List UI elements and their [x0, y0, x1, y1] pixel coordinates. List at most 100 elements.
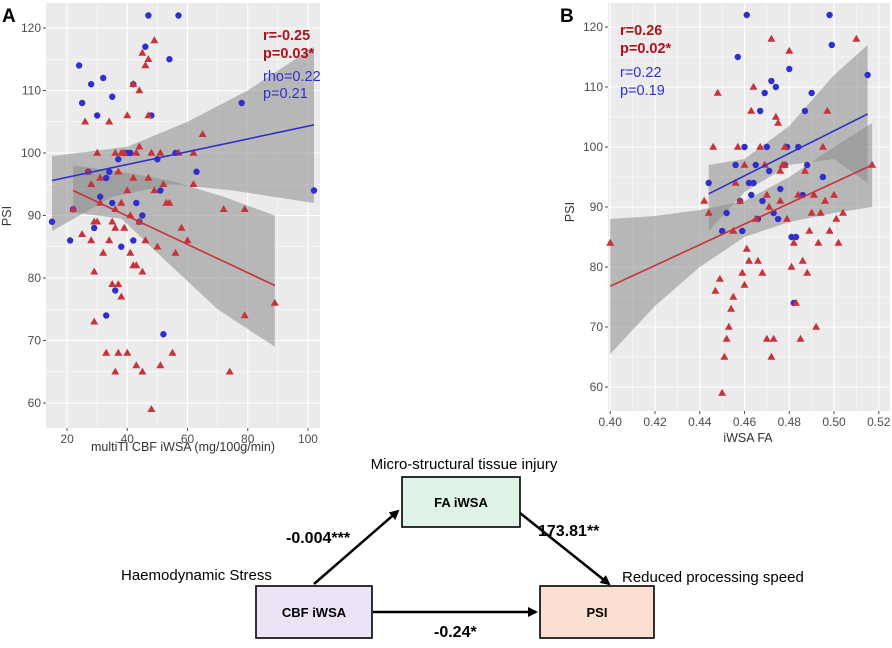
red-point: [114, 280, 123, 287]
red-point: [114, 167, 123, 175]
blue-point: [133, 199, 140, 207]
red-point: [147, 148, 156, 156]
blue-point: [761, 89, 768, 97]
red-point: [270, 298, 279, 306]
red-fit-line: [72, 189, 276, 287]
red-point: [700, 196, 709, 204]
arrow-fa-to-psi: [519, 512, 611, 586]
blue-point: [741, 143, 748, 151]
red-point: [120, 223, 129, 231]
blue-point: [743, 11, 750, 19]
red-point: [852, 34, 861, 42]
red-point: [138, 48, 147, 56]
red-point: [93, 148, 102, 156]
blue-point: [739, 227, 746, 235]
blue-point: [96, 193, 104, 200]
red-point: [129, 173, 138, 181]
blue-point: [745, 179, 753, 187]
red-point: [111, 367, 120, 375]
blue-point: [115, 156, 122, 163]
red-point: [789, 238, 798, 246]
blue-point: [750, 179, 757, 187]
red-point: [189, 180, 198, 187]
tick-label-y: 110: [584, 80, 603, 94]
red-point: [123, 111, 132, 119]
red-point: [742, 244, 751, 252]
red-point: [756, 142, 765, 150]
tick-label-y: 60: [590, 380, 604, 394]
red-point: [749, 82, 758, 90]
blue-point: [109, 93, 116, 100]
red-point: [809, 190, 818, 198]
panel-b-red-r: r=0.26: [620, 23, 662, 39]
red-point: [747, 106, 756, 114]
blue-point: [734, 53, 742, 61]
blue-point: [864, 71, 871, 79]
red-point: [225, 367, 234, 375]
fa-box: [401, 476, 521, 528]
red-point: [740, 280, 749, 288]
red-point: [123, 186, 132, 194]
red-point: [144, 111, 153, 119]
red-point: [132, 148, 141, 156]
tick-label-x: 0.42: [643, 415, 667, 429]
red-point: [812, 322, 821, 330]
red-point: [814, 238, 823, 246]
red-point: [150, 186, 159, 194]
red-point: [792, 298, 800, 306]
red-point: [159, 180, 168, 187]
panel-a-y-axis-title: PSI: [0, 206, 14, 226]
tick-label-y: 100: [21, 146, 41, 160]
tick-label-y: 70: [28, 334, 42, 348]
red-point: [147, 405, 156, 412]
blue-point: [139, 212, 146, 219]
panel-a-red-r: r=-0.25: [263, 28, 310, 44]
red-point: [704, 208, 713, 216]
red-point: [801, 166, 809, 174]
red-point: [733, 142, 742, 150]
blue-point: [103, 312, 110, 319]
blue-point: [238, 99, 245, 107]
red-point: [785, 46, 794, 54]
red-point: [762, 190, 771, 198]
panel-b-ticks: 60 70 80 90 100 110 120 0.40 0.42 0.44 0.46 0.48 0.5…: [583, 20, 891, 429]
blue-point: [828, 41, 836, 49]
red-point: [156, 361, 165, 369]
red-point: [189, 148, 198, 156]
panel-b-y-axis-title: PSI: [563, 202, 577, 222]
blue-point: [90, 224, 98, 232]
red-point: [87, 180, 96, 187]
blue-point: [777, 185, 784, 193]
red-point: [165, 198, 174, 206]
blue-point: [66, 237, 74, 244]
blue-point: [792, 233, 800, 241]
tick-label-x: 0.48: [778, 415, 802, 429]
red-point: [832, 214, 841, 222]
blue-point: [118, 243, 125, 250]
blue-point: [718, 227, 726, 235]
red-point: [144, 55, 153, 62]
blue-point: [87, 81, 95, 88]
red-point: [219, 205, 228, 212]
red-point: [240, 311, 249, 319]
red-point: [774, 118, 783, 126]
red-point: [794, 190, 803, 198]
blue-point: [109, 199, 116, 207]
red-point: [776, 166, 785, 174]
panel-b-blue-r: r=0.22: [620, 65, 662, 81]
red-point: [805, 226, 814, 234]
blue-point: [142, 43, 149, 50]
arrow-cbf-to-fa: [313, 509, 400, 585]
red-point: [807, 208, 816, 216]
red-point: [90, 317, 99, 325]
tick-label-y: 70: [590, 320, 604, 334]
blue-point: [48, 218, 56, 225]
panel-b-x-axis-title: iWSA FA: [723, 431, 773, 445]
tick-label-x: 40: [121, 432, 135, 446]
red-point: [81, 117, 90, 125]
red-confidence-band: [610, 123, 873, 354]
cbf-box: [255, 585, 373, 639]
red-point: [771, 112, 780, 120]
red-point: [144, 173, 153, 181]
